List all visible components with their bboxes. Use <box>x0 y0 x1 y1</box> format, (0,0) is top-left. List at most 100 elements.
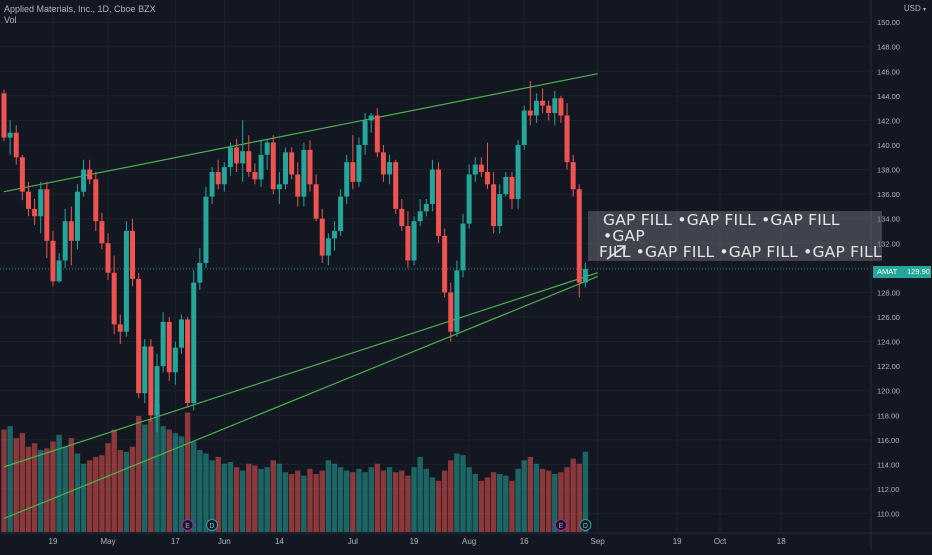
x-tick-label: 18 <box>777 537 786 546</box>
volume-bar <box>221 463 228 532</box>
volume-bar <box>74 453 81 532</box>
volume-bar <box>429 477 436 532</box>
x-tick-label: 19 <box>49 537 58 546</box>
y-tick-label: 142.00 <box>877 116 900 125</box>
gap-fill-annotation[interactable]: GAP FILL •GAP FILL •GAP FILL •GAP FILL •… <box>588 211 882 261</box>
volume-bar <box>233 467 240 532</box>
candle-body <box>307 149 313 185</box>
candle-body <box>380 152 386 175</box>
candle-body <box>154 366 160 416</box>
candle-body <box>313 184 319 219</box>
candle-body <box>38 189 44 217</box>
last-price-symbol: AMAT <box>877 267 898 276</box>
volume-bar <box>435 480 442 532</box>
candle-body <box>552 98 558 114</box>
candle-body <box>387 162 393 175</box>
volume-bar <box>454 453 460 532</box>
y-tick-label: 128.00 <box>877 288 900 297</box>
candle-body <box>429 169 435 204</box>
chevron-down-icon: ▾ <box>922 7 926 13</box>
volume-bar <box>405 475 411 532</box>
volume-bar <box>160 426 166 532</box>
x-tick-label: Jun <box>218 537 231 546</box>
volume-bar <box>460 455 466 532</box>
volume-bar <box>282 472 289 532</box>
volume-bar <box>350 472 356 532</box>
volume-bar <box>386 467 393 532</box>
volume-bar <box>105 443 111 532</box>
candle-body <box>81 169 87 192</box>
candle-body <box>478 164 484 173</box>
volume-bar <box>392 472 399 532</box>
volume-bar <box>264 467 270 532</box>
candle-body <box>576 189 582 283</box>
candle-body <box>258 154 264 180</box>
candle-body <box>240 151 246 164</box>
volume-bar <box>472 473 478 532</box>
marker-label: E <box>185 523 190 530</box>
candle-body <box>13 132 19 158</box>
y-tick-label: 116.00 <box>877 436 899 445</box>
volume-bar <box>484 477 491 532</box>
x-tick-label: 19 <box>410 537 419 546</box>
volume-bar <box>344 470 350 532</box>
candle-body <box>93 179 99 222</box>
x-tick-label: 17 <box>171 537 180 546</box>
y-tick-label: 148.00 <box>877 43 900 52</box>
candle-body <box>221 167 227 185</box>
y-tick-label: 118.00 <box>877 411 899 420</box>
annotation-line-2: FILL •GAP FILL •GAP FILL •GAP FILL <box>599 243 882 261</box>
volume-bar <box>515 468 521 532</box>
symbol-title: Applied Materials, Inc., 1D, Cboe BZX <box>4 4 156 14</box>
volume-bar <box>62 446 68 532</box>
candle-body <box>62 221 68 261</box>
candle-body <box>191 282 197 403</box>
candle-body <box>503 176 509 195</box>
candle-body <box>283 152 289 185</box>
candle-body <box>246 151 252 173</box>
candle-body <box>209 172 215 197</box>
volume-bar <box>441 470 448 532</box>
candle-body <box>111 272 117 325</box>
y-tick-label: 136.00 <box>877 190 900 199</box>
trendline <box>3 272 598 468</box>
candle-body <box>411 221 417 261</box>
volume-bar <box>123 451 130 532</box>
candle-body <box>417 211 423 222</box>
volume-bar <box>564 467 570 532</box>
volume-bar <box>227 462 234 532</box>
candle-body <box>123 230 129 332</box>
candle-body <box>423 203 429 212</box>
volume-bar <box>490 472 497 532</box>
volume-bar <box>380 470 387 532</box>
candle-body <box>99 221 105 244</box>
volume-bar <box>356 468 362 532</box>
volume-bar <box>142 424 148 532</box>
candle-body <box>87 169 93 180</box>
volume-bar <box>80 463 87 532</box>
candle-body <box>448 292 454 332</box>
volume-bar <box>558 472 564 532</box>
trendlines[interactable] <box>3 73 598 520</box>
candle-body <box>197 262 203 283</box>
currency-selector[interactable]: USD ▾ <box>904 4 926 13</box>
candle-body <box>25 191 31 209</box>
y-tick-label: 140.00 <box>877 141 900 150</box>
candle-body <box>546 105 552 114</box>
volume-bar <box>172 433 179 532</box>
x-tick-label: Jul <box>348 537 358 546</box>
candle-body <box>368 115 374 121</box>
candle-body <box>74 191 80 241</box>
volume-bar <box>68 438 75 532</box>
candle-body <box>460 223 466 271</box>
candle-body <box>32 208 38 217</box>
volume-bar <box>209 460 215 532</box>
candle-body <box>374 115 380 153</box>
volume-bar <box>19 433 26 532</box>
volume-bar <box>374 463 381 532</box>
candle-body <box>44 189 50 241</box>
